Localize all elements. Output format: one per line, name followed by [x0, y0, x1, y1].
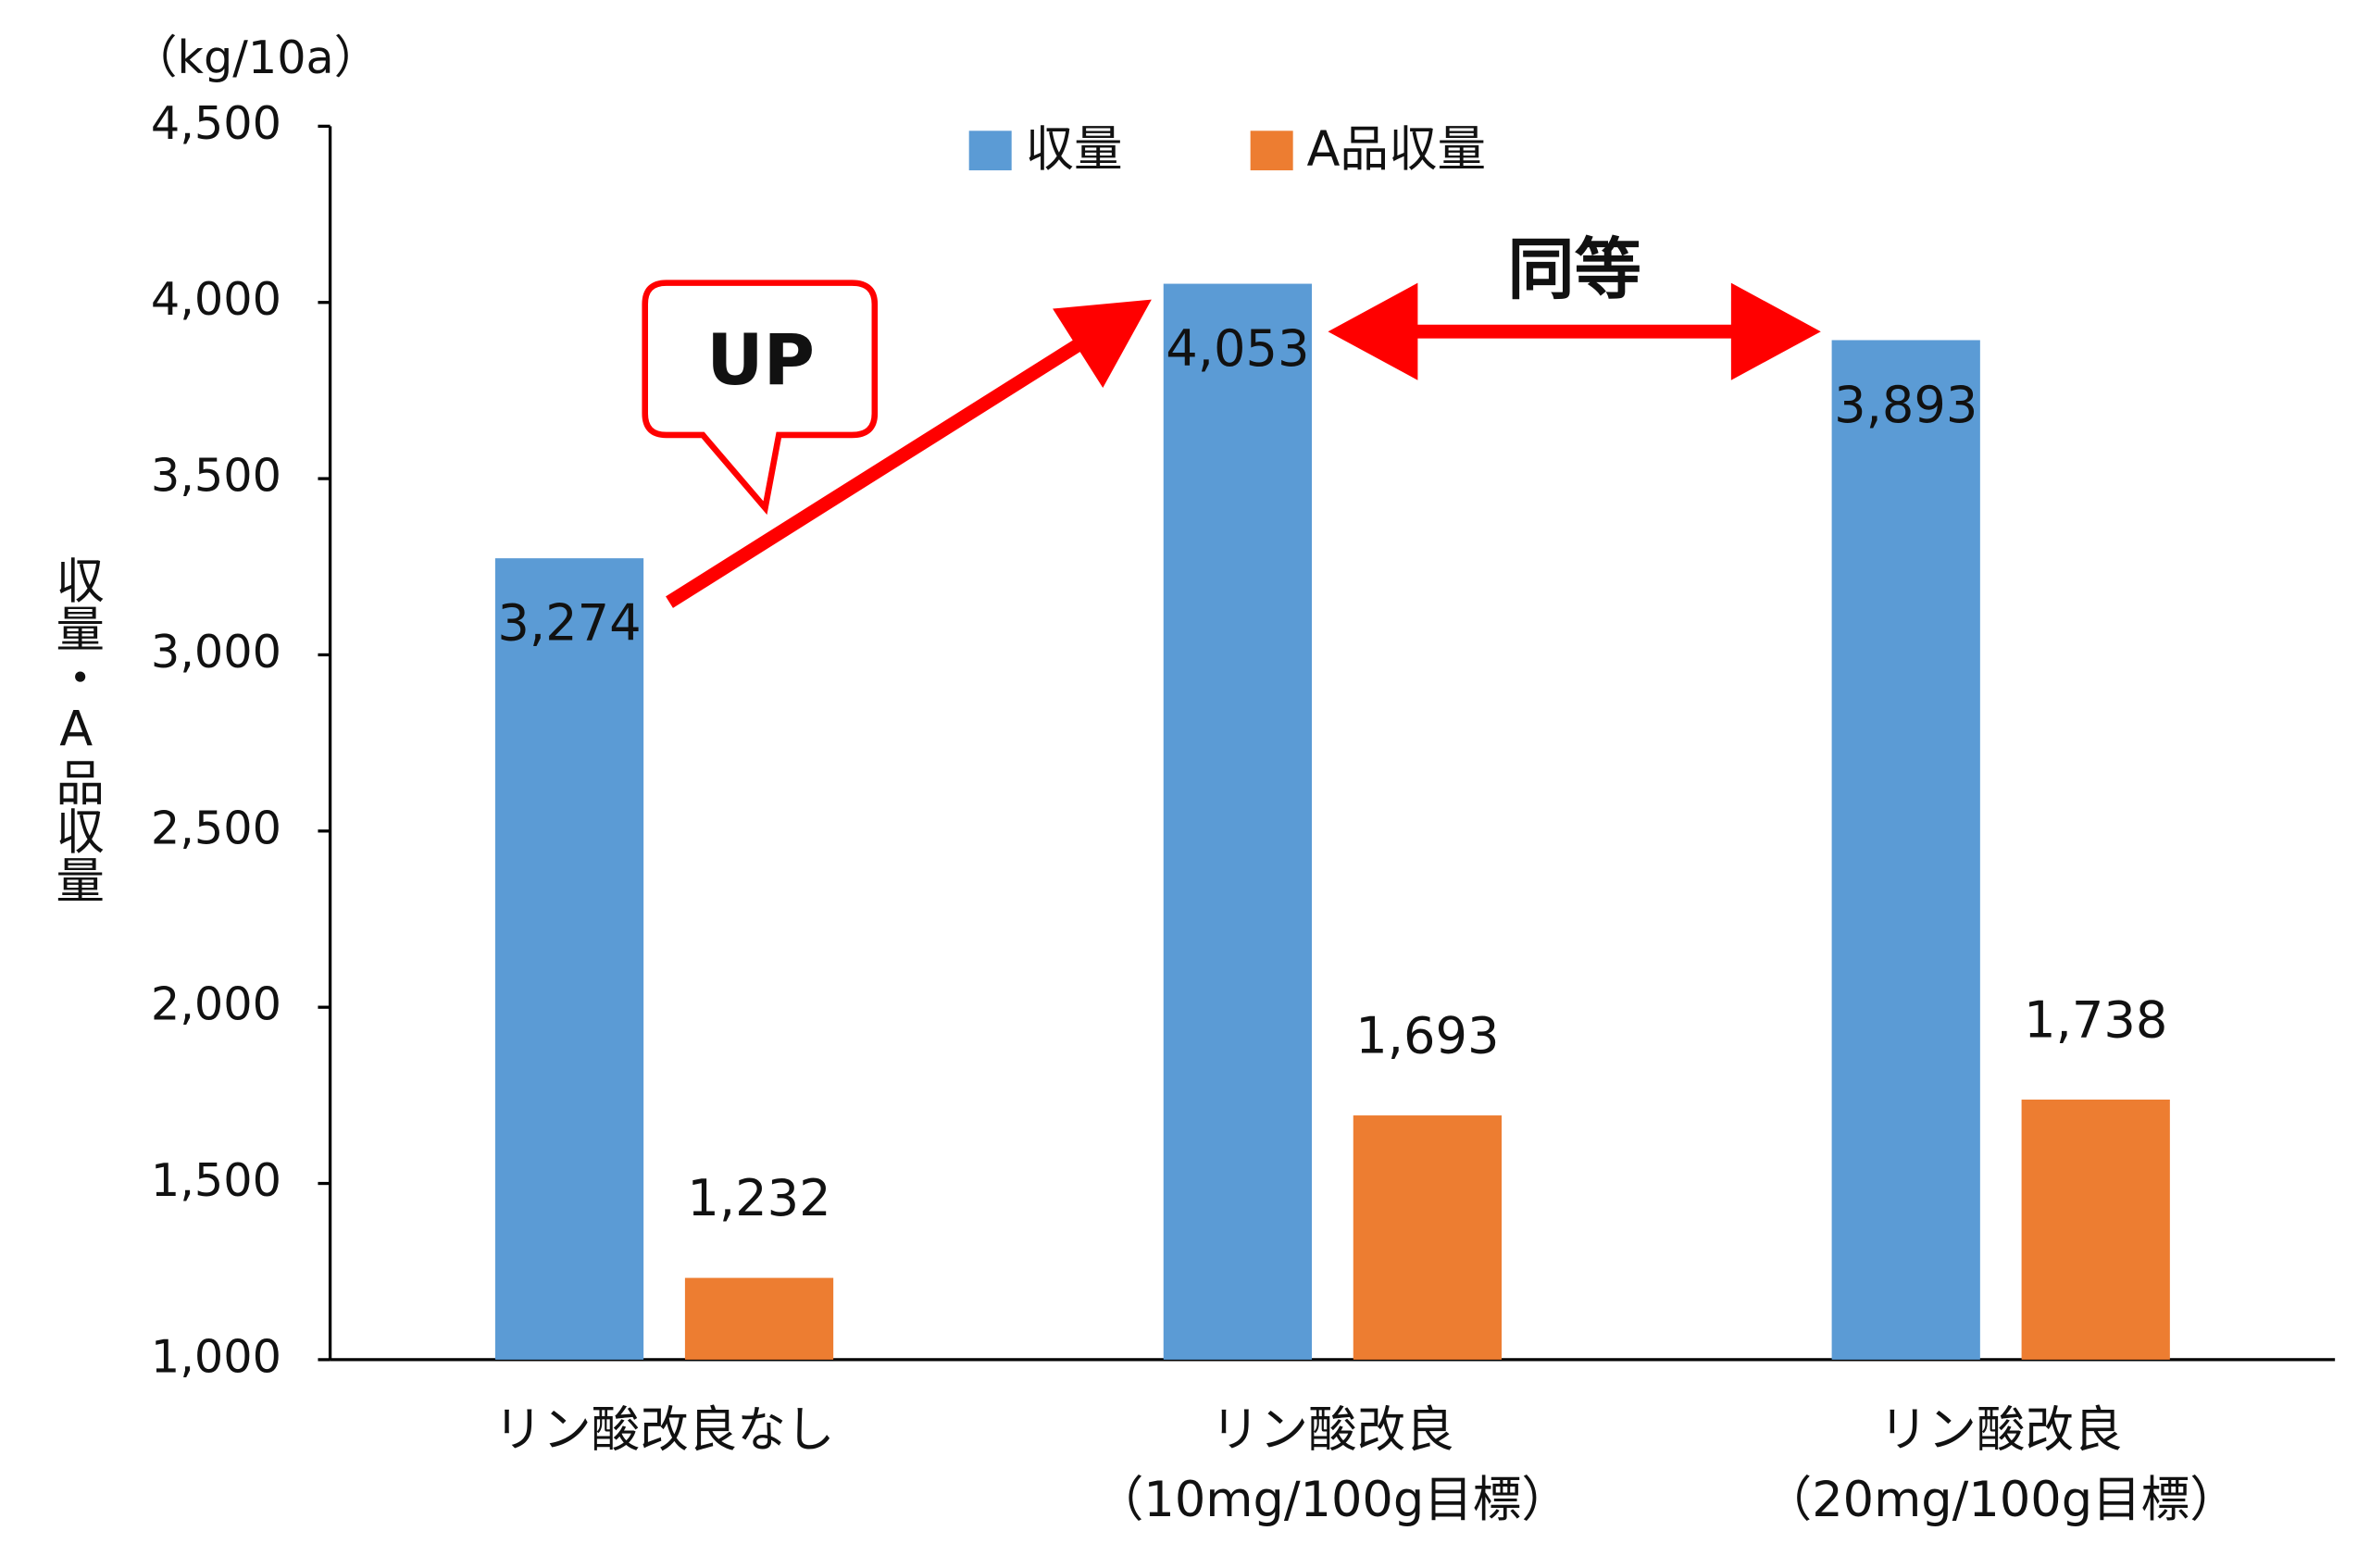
data-label: 1,738 — [2024, 990, 2167, 1049]
equal-arrow-head-left — [1328, 282, 1418, 380]
data-label: 4,053 — [1166, 319, 1309, 378]
data-label: 3,274 — [497, 594, 641, 653]
x-tick-label: （10mg/100g目標） — [1095, 1472, 1570, 1528]
bar — [1831, 340, 1980, 1360]
bar — [2021, 1099, 2170, 1360]
y-tick-label: 1,000 — [151, 1329, 281, 1383]
annotation-group — [642, 280, 1821, 608]
bar — [1163, 283, 1312, 1360]
unit-label: （kg/10a） — [131, 31, 380, 84]
up-arrow-shaft — [666, 330, 1096, 608]
legend-label: A品収量 — [1306, 121, 1486, 178]
data-label: 1,693 — [1355, 1007, 1499, 1065]
annotation-equal: 同等 — [1507, 231, 1641, 309]
y-tick-label: 2,500 — [151, 801, 281, 854]
up-callout — [642, 280, 879, 516]
x-tick-label: リン酸改良 — [1211, 1401, 1454, 1458]
y-tick-label: 4,000 — [151, 272, 281, 326]
y-tick-label: 1,500 — [151, 1153, 281, 1207]
data-label: 1,232 — [687, 1169, 830, 1227]
annotation-up: UP — [706, 319, 815, 401]
x-tick-label: リン酸改良 — [1879, 1401, 2123, 1458]
y-axis-title: 収量・A品収量 — [48, 555, 105, 903]
y-tick-label: 3,000 — [151, 625, 281, 678]
x-tick-label: （20mg/100g目標） — [1764, 1472, 2239, 1528]
legend-swatch — [1250, 131, 1293, 171]
bar — [494, 558, 644, 1360]
x-tick-label: リン酸改良なし — [494, 1401, 835, 1458]
y-tick-label: 3,500 — [151, 449, 281, 503]
legend-swatch — [968, 131, 1012, 171]
bar — [684, 1277, 834, 1360]
y-tick-label: 2,000 — [151, 977, 281, 1031]
equal-arrow-head-right — [1730, 282, 1821, 380]
legend-label: 収量 — [1025, 121, 1122, 178]
bar — [1353, 1115, 1503, 1360]
y-tick-label: 4,500 — [151, 96, 281, 150]
up-arrow-head — [1053, 299, 1152, 388]
data-label: 3,893 — [1834, 376, 1977, 434]
